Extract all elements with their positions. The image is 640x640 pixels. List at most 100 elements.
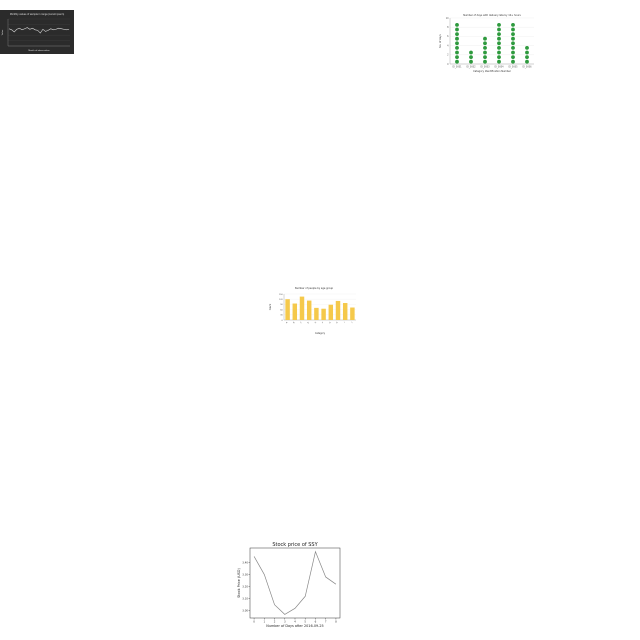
data-dot (483, 41, 487, 46)
y-tick-label: 3.20 (242, 585, 248, 589)
y-tick-label: 6 (447, 35, 449, 38)
x-tick-label: J (351, 322, 354, 325)
y-tick-label: 0 (282, 320, 284, 322)
x-tick-label: A (285, 321, 289, 325)
chart-stock-line: Stock price of SSY 0 1 2 3 4 5 6 7 8 3.00 3.10 3.20 3… (234, 538, 344, 630)
data-dot (483, 36, 487, 41)
x-tick-label: I (344, 322, 346, 324)
x-tick-label: 4 (294, 620, 296, 624)
chart-bar: Number of people by age group 0 30 60 90 120 1… (266, 284, 358, 342)
x-tick-label: 1 (263, 620, 265, 624)
y-tick-label: 60 (280, 309, 283, 311)
data-dot (455, 23, 459, 27)
data-dot (497, 23, 501, 27)
data-dot (511, 32, 515, 36)
series-line (253, 550, 337, 615)
y-axis-label: Count (269, 304, 272, 311)
data-dot (497, 41, 501, 46)
chart-dark-line-svg: Monthly values of sample in range (Lorem… (0, 10, 74, 54)
chart-stock-line-svg: Stock price of SSY 0 1 2 3 4 5 6 7 8 3.00 3.10 3.20 3… (237, 542, 341, 628)
data-dot (497, 55, 501, 59)
bar (328, 304, 334, 320)
x-tick-label: D (307, 321, 310, 324)
data-dot (469, 55, 473, 59)
data-dot (511, 36, 515, 41)
chart-title: Monthly values of sample in range (Lorem… (10, 13, 65, 16)
data-dot (511, 55, 515, 59)
x-tick-label: ID_0006 (523, 66, 533, 69)
data-dot (497, 50, 501, 55)
x-tick-label: B (293, 321, 296, 324)
y-tick-label: 3.30 (242, 572, 248, 576)
data-dot (455, 41, 459, 46)
chart-title: Number of people by age group (295, 287, 334, 290)
bar (342, 303, 348, 320)
x-tick-label: G (329, 321, 332, 324)
data-dot (483, 50, 487, 55)
data-dot (483, 59, 487, 64)
data-dot (455, 27, 459, 32)
bar (299, 296, 305, 320)
x-axis-label: Month of observation (28, 49, 50, 52)
data-dot (497, 36, 501, 41)
y-tick-label: 120 (279, 299, 284, 301)
x-tick-label: 2 (274, 620, 276, 624)
data-dot (455, 36, 459, 41)
y-tick-label: 4 (447, 44, 449, 47)
data-dot (455, 50, 459, 55)
data-dot (511, 27, 515, 32)
x-tick-label: 6 (315, 620, 317, 624)
bar (285, 299, 290, 320)
y-axis-label: Stock Price (USD) (237, 567, 241, 597)
x-tick-label: 7 (325, 620, 327, 624)
x-tick-label: H (336, 321, 339, 324)
x-tick-label: ID_0005 (509, 66, 519, 69)
x-tick-label: ID_0002 (467, 66, 477, 69)
y-tick-label: 3.00 (242, 609, 248, 613)
y-tick-label: 8 (447, 26, 449, 29)
bar (306, 300, 312, 320)
data-dot (469, 59, 473, 64)
x-axis-label: Category Identification Number (473, 70, 511, 73)
plot-frame (249, 547, 341, 619)
data-dot (525, 59, 529, 64)
bar (314, 307, 319, 320)
chart-dark-line: Monthly values of sample in range (Lorem… (0, 10, 74, 54)
x-tick-label: ID_0003 (481, 66, 491, 69)
y-tick-label: 30 (280, 315, 283, 317)
data-dot (483, 46, 487, 50)
data-dot (455, 59, 459, 64)
series-line (8, 27, 70, 34)
data-dot (511, 41, 515, 46)
data-dot (525, 55, 529, 59)
data-dot (497, 32, 501, 36)
data-dot (455, 46, 459, 50)
x-tick-label: 8 (335, 620, 337, 624)
y-tick-label: 0 (447, 63, 449, 66)
data-dot (483, 55, 487, 59)
y-tick-label: 10 (446, 17, 449, 20)
data-dot (469, 50, 473, 55)
data-dot (511, 46, 515, 50)
x-tick-label: F (322, 321, 325, 324)
x-tick-label: 0 (253, 620, 255, 624)
data-dot (525, 46, 529, 50)
x-tick-label: 3 (284, 620, 286, 624)
bar (292, 303, 298, 320)
y-axis-label: Value (2, 29, 4, 35)
data-dot (511, 23, 515, 27)
chart-title: Stock price of SSY (272, 542, 318, 548)
x-tick-label: 5 (304, 620, 306, 624)
x-tick-label: C (300, 321, 303, 324)
bar (350, 307, 355, 320)
x-tick-label: ID_0001 (453, 66, 463, 69)
y-tick-label: 150 (279, 294, 284, 296)
data-dot (497, 46, 501, 50)
chart-title: Number of days with delivery late by 10+… (463, 14, 521, 17)
data-dot (511, 59, 515, 64)
data-dot (455, 32, 459, 36)
data-dot (455, 55, 459, 59)
data-dot (511, 50, 515, 55)
data-dot (497, 59, 501, 64)
x-tick-label: E (315, 321, 318, 324)
